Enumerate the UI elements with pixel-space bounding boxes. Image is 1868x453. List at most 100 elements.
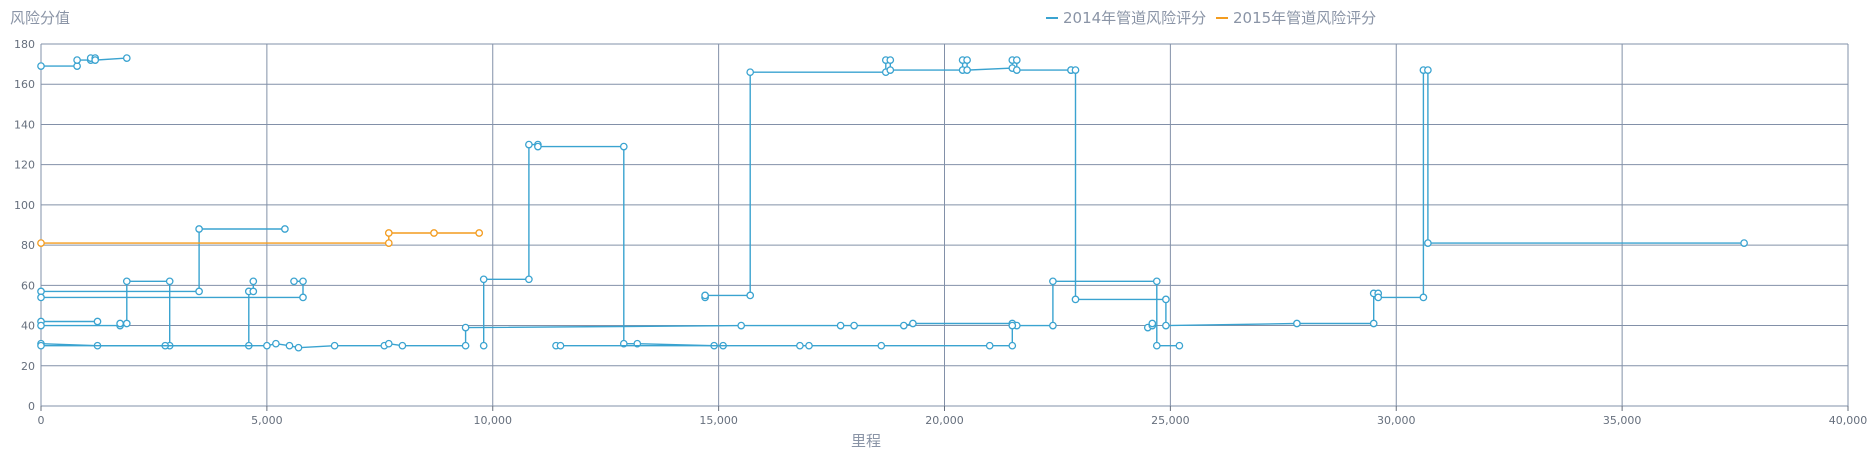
data-point <box>250 288 256 294</box>
data-point <box>837 322 843 328</box>
series-2014 <box>38 55 1748 351</box>
data-point <box>964 67 970 73</box>
series-line <box>41 229 285 291</box>
legend[interactable]: 2014年管道风险评分 2015年管道风险评分 <box>1046 9 1376 27</box>
data-point <box>286 343 292 349</box>
x-tick-label: 35,000 <box>1603 414 1642 427</box>
data-point <box>462 324 468 330</box>
y-tick-label: 120 <box>14 159 35 172</box>
data-point <box>431 230 437 236</box>
data-point <box>386 230 392 236</box>
data-point <box>117 320 123 326</box>
data-point <box>38 63 44 69</box>
data-point <box>250 278 256 284</box>
data-point <box>1163 322 1169 328</box>
data-point <box>462 343 468 349</box>
data-point <box>124 320 130 326</box>
data-point <box>1375 294 1381 300</box>
data-point <box>1163 296 1169 302</box>
data-point <box>1009 343 1015 349</box>
series-layer <box>38 55 1748 351</box>
data-point <box>621 143 627 149</box>
y-tick-label: 20 <box>21 360 35 373</box>
x-tick-label: 40,000 <box>1829 414 1868 427</box>
data-point <box>331 343 337 349</box>
data-point <box>702 292 708 298</box>
data-point <box>1014 67 1020 73</box>
y-tick-label: 180 <box>14 38 35 51</box>
data-point <box>851 322 857 328</box>
data-point <box>94 318 100 324</box>
x-axis-label: 里程 <box>851 432 881 450</box>
data-point <box>806 343 812 349</box>
data-point <box>264 343 270 349</box>
data-point <box>282 226 288 232</box>
data-point <box>878 343 884 349</box>
x-tick-label: 0 <box>38 414 45 427</box>
data-point <box>273 341 279 347</box>
data-point <box>1425 67 1431 73</box>
y-tick-label: 100 <box>14 199 35 212</box>
data-point <box>526 141 532 147</box>
data-point <box>738 322 744 328</box>
data-point <box>386 240 392 246</box>
data-point <box>1050 278 1056 284</box>
data-point <box>399 343 405 349</box>
y-tick-label: 80 <box>21 239 35 252</box>
series-line <box>41 233 479 243</box>
legend-label-2015: 2015年管道风险评分 <box>1233 9 1376 27</box>
data-point <box>987 343 993 349</box>
y-tick-label: 40 <box>21 320 35 333</box>
data-point <box>295 345 301 351</box>
data-point <box>1154 278 1160 284</box>
data-point <box>1050 322 1056 328</box>
x-tick-label: 10,000 <box>474 414 513 427</box>
y-tick-label: 0 <box>28 400 35 413</box>
data-point <box>1072 296 1078 302</box>
data-point <box>887 67 893 73</box>
y-tick-label: 60 <box>21 279 35 292</box>
data-point <box>557 343 563 349</box>
data-point <box>386 341 392 347</box>
data-point <box>300 294 306 300</box>
x-tick-label: 30,000 <box>1377 414 1416 427</box>
data-point <box>476 230 482 236</box>
data-point <box>124 55 130 61</box>
data-point <box>797 343 803 349</box>
data-point <box>38 322 44 328</box>
data-point <box>167 278 173 284</box>
x-tick-label: 25,000 <box>1151 414 1190 427</box>
data-point <box>124 278 130 284</box>
series-line <box>41 281 1179 347</box>
data-point <box>526 276 532 282</box>
legend-item-2014[interactable]: 2014年管道风险评分 <box>1046 9 1206 27</box>
data-point <box>1371 320 1377 326</box>
data-point <box>92 57 98 63</box>
data-point <box>300 278 306 284</box>
data-point <box>747 292 753 298</box>
data-point <box>1176 343 1182 349</box>
data-point <box>481 276 487 282</box>
data-point <box>74 57 80 63</box>
x-tick-label: 15,000 <box>699 414 738 427</box>
series-2015 <box>38 230 483 247</box>
ticks: 0 20 40 60 80 100 120 140 160 180 0 5,000 10,000 15,0… <box>14 38 1867 427</box>
data-point <box>196 288 202 294</box>
data-point <box>38 240 44 246</box>
data-point <box>964 57 970 63</box>
x-tick-label: 5,000 <box>251 414 283 427</box>
y-axis-label: 风险分值 <box>10 9 70 27</box>
data-point <box>196 226 202 232</box>
data-point <box>38 343 44 349</box>
data-point <box>38 294 44 300</box>
y-tick-label: 140 <box>14 118 35 131</box>
data-point <box>1072 67 1078 73</box>
data-point <box>910 320 916 326</box>
legend-item-2015[interactable]: 2015年管道风险评分 <box>1216 9 1376 27</box>
legend-label-2014: 2014年管道风险评分 <box>1063 9 1206 27</box>
data-point <box>291 278 297 284</box>
data-point <box>1425 240 1431 246</box>
x-tick-label: 20,000 <box>925 414 964 427</box>
data-point <box>1154 343 1160 349</box>
